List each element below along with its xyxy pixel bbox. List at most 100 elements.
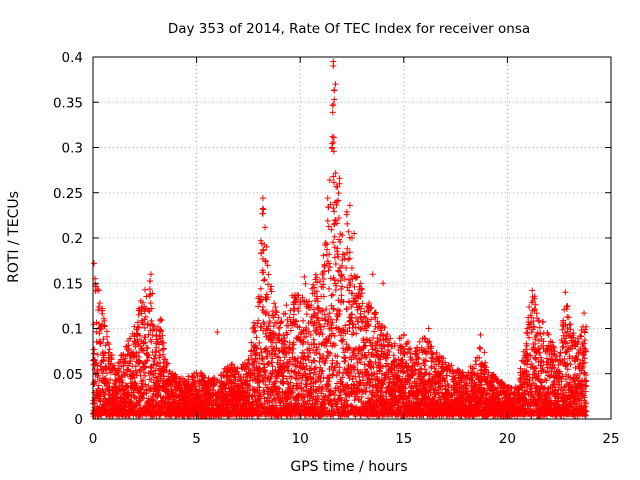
data-point bbox=[251, 392, 258, 399]
data-point bbox=[107, 376, 114, 383]
data-point bbox=[256, 360, 263, 367]
data-point bbox=[266, 320, 273, 327]
data-point bbox=[331, 233, 338, 240]
data-point bbox=[350, 330, 357, 337]
data-point bbox=[264, 326, 271, 333]
data-point bbox=[260, 277, 267, 284]
data-point bbox=[94, 351, 101, 358]
data-point bbox=[268, 288, 275, 295]
data-point bbox=[142, 381, 149, 388]
data-point bbox=[136, 358, 143, 365]
data-point bbox=[241, 360, 248, 367]
data-point bbox=[260, 246, 267, 253]
data-point bbox=[106, 346, 113, 353]
data-point bbox=[267, 392, 274, 399]
data-point bbox=[328, 292, 335, 299]
data-point bbox=[133, 382, 140, 389]
data-point bbox=[252, 327, 259, 334]
data-point bbox=[344, 245, 351, 252]
data-point bbox=[107, 360, 114, 367]
data-point bbox=[148, 384, 155, 391]
data-point bbox=[349, 331, 356, 338]
data-point bbox=[326, 264, 333, 271]
data-point bbox=[372, 309, 379, 316]
data-point bbox=[324, 195, 331, 202]
data-point bbox=[353, 330, 360, 337]
data-point bbox=[338, 286, 345, 293]
data-point bbox=[127, 375, 134, 382]
data-point bbox=[269, 368, 276, 375]
data-point bbox=[325, 267, 332, 274]
data-point bbox=[160, 339, 167, 346]
data-point bbox=[320, 293, 327, 300]
data-point bbox=[144, 345, 151, 352]
data-point bbox=[211, 375, 218, 382]
data-point bbox=[254, 320, 261, 327]
data-point bbox=[156, 387, 163, 394]
chart-title: Day 353 of 2014, Rate Of TEC Index for r… bbox=[168, 21, 530, 37]
data-point bbox=[348, 264, 355, 271]
data-point bbox=[146, 354, 153, 361]
data-point bbox=[124, 371, 131, 378]
data-point bbox=[273, 309, 280, 316]
data-point bbox=[266, 378, 273, 385]
data-point bbox=[312, 271, 319, 278]
data-point bbox=[150, 361, 157, 368]
data-point bbox=[335, 253, 342, 260]
data-point bbox=[111, 362, 118, 369]
data-point bbox=[116, 359, 123, 366]
data-point bbox=[329, 291, 336, 298]
data-point bbox=[152, 367, 159, 374]
data-point bbox=[162, 356, 169, 363]
data-point bbox=[209, 386, 216, 393]
data-point bbox=[142, 363, 149, 370]
data-point bbox=[246, 360, 253, 367]
data-point bbox=[262, 381, 269, 388]
data-point bbox=[263, 308, 270, 315]
data-point bbox=[149, 321, 156, 328]
data-point bbox=[100, 358, 107, 365]
data-point bbox=[151, 355, 158, 362]
data-point bbox=[346, 255, 353, 262]
data-point bbox=[171, 374, 178, 381]
data-point bbox=[133, 372, 140, 379]
data-point bbox=[93, 319, 100, 326]
data-point bbox=[147, 327, 154, 334]
data-point bbox=[136, 349, 143, 356]
data-point bbox=[264, 262, 271, 269]
data-point bbox=[261, 276, 268, 283]
data-point bbox=[154, 338, 161, 345]
data-point bbox=[155, 347, 162, 354]
data-point bbox=[145, 306, 152, 313]
data-point bbox=[99, 310, 106, 317]
data-point bbox=[250, 329, 257, 336]
data-point bbox=[260, 247, 267, 254]
data-point bbox=[211, 380, 218, 387]
data-point bbox=[149, 290, 156, 297]
data-point bbox=[261, 367, 268, 374]
data-point bbox=[255, 317, 262, 324]
data-point bbox=[263, 291, 270, 298]
data-point bbox=[136, 332, 143, 339]
data-point bbox=[252, 344, 259, 351]
data-point bbox=[400, 331, 407, 338]
data-point bbox=[135, 311, 142, 318]
data-point bbox=[398, 335, 405, 342]
data-point bbox=[261, 321, 268, 328]
data-point bbox=[95, 306, 102, 313]
data-point bbox=[343, 211, 350, 218]
data-point bbox=[114, 372, 121, 379]
data-point bbox=[422, 366, 429, 373]
data-point bbox=[142, 364, 149, 371]
data-point bbox=[94, 367, 101, 374]
data-point bbox=[316, 358, 323, 365]
data-point bbox=[97, 340, 104, 347]
data-point bbox=[303, 311, 310, 318]
data-point bbox=[329, 371, 336, 378]
data-point bbox=[335, 190, 342, 197]
data-point bbox=[108, 352, 115, 359]
data-point bbox=[231, 364, 238, 371]
data-point bbox=[339, 283, 346, 290]
data-point bbox=[346, 249, 353, 256]
data-point bbox=[262, 257, 269, 264]
